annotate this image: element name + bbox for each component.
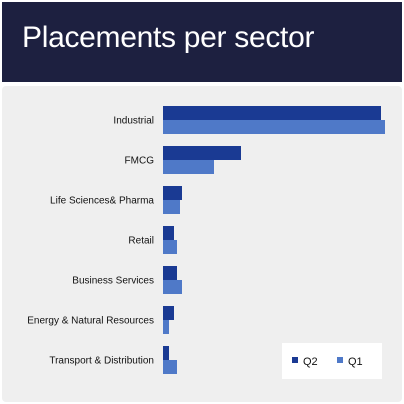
bar-q2-energy-natural-resources: [163, 306, 174, 320]
category-label-life-sciences-pharma: Life Sciences& Pharma: [50, 196, 154, 207]
legend-swatch-q2: [292, 357, 298, 363]
bar-q1-industrial: [163, 120, 385, 134]
chart-header: Placements per sector: [2, 2, 402, 82]
bar-q2-life-sciences-pharma: [163, 186, 182, 200]
chart-title: Placements per sector: [22, 21, 315, 54]
bar-q2-retail: [163, 226, 174, 240]
legend-swatch-q1: [337, 357, 343, 363]
bar-q2-fmcg: [163, 146, 241, 160]
legend-label-q2: Q2: [303, 356, 318, 368]
category-label-transport-distribution: Transport & Distribution: [49, 356, 154, 367]
category-label-industrial: Industrial: [113, 116, 154, 127]
legend-box: [282, 343, 382, 379]
category-label-business-services: Business Services: [72, 276, 154, 287]
bar-q1-energy-natural-resources: [163, 320, 169, 334]
bar-q2-business-services: [163, 266, 177, 280]
bar-q2-transport-distribution: [163, 346, 169, 360]
bar-q2-industrial: [163, 106, 381, 120]
bar-q1-life-sciences-pharma: [163, 200, 180, 214]
legend-label-q1: Q1: [348, 356, 363, 368]
category-label-fmcg: FMCG: [125, 156, 155, 167]
category-label-energy-natural-resources: Energy & Natural Resources: [27, 316, 154, 327]
bar-q1-business-services: [163, 280, 182, 294]
category-label-retail: Retail: [128, 236, 154, 247]
bar-q1-transport-distribution: [163, 360, 177, 374]
legend: Q2 Q1: [282, 343, 382, 379]
bar-q1-retail: [163, 240, 177, 254]
bar-q1-fmcg: [163, 160, 214, 174]
